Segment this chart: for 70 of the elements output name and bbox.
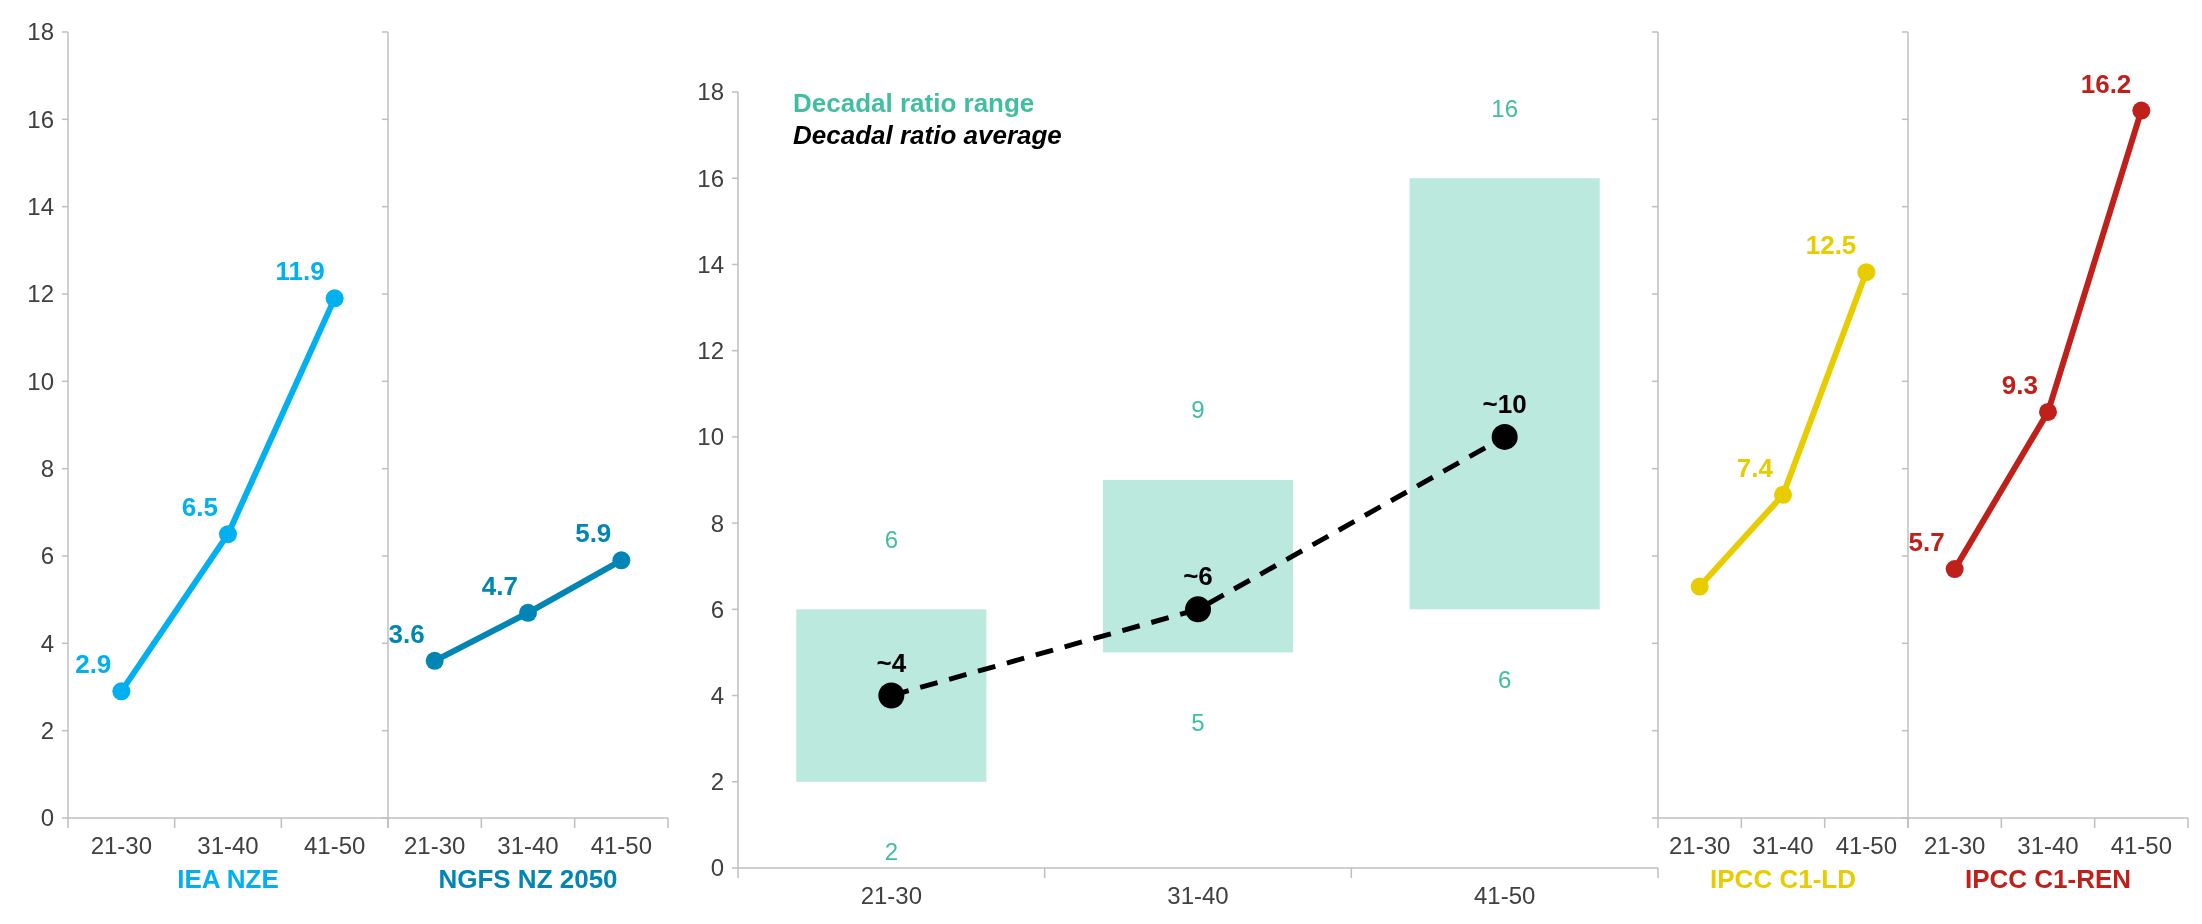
y-tick-label: 14 [697,250,724,278]
data-label: 3.6 [388,618,425,649]
y-tick-label: 14 [27,193,54,221]
y-tick-label: 8 [710,509,724,537]
data-label: 5.9 [575,518,612,549]
x-tick-label: 21-30 [403,832,466,859]
point [219,525,237,544]
y-tick-label: 2 [710,768,724,796]
data-label: 7.4 [1736,452,1774,483]
y-tick-label: 18 [27,18,54,46]
data-label: ~4 [876,647,907,678]
data-label: 5.7 [1908,527,1945,558]
point [325,289,344,308]
x-tick-label: 41-50 [1835,832,1898,859]
bar [1102,480,1294,653]
x-tick-label: 31-40 [497,832,559,859]
annotation: 6 [1497,665,1512,693]
data-label: 2.9 [75,649,112,680]
x-axis-title: IEA NZE [177,864,279,894]
annotation: 2 [884,838,899,866]
point [112,682,131,701]
y-tick-label: 4 [710,681,724,709]
x-tick-label: 41-50 [590,832,653,859]
x-tick-label: 31-40 [1167,882,1229,909]
data-label: 12.5 [1805,230,1857,261]
x-tick-label: 31-40 [197,832,259,859]
x-tick-label: 41-50 [1473,882,1536,909]
x-tick-label: 21-30 [860,882,923,909]
text: Decadal ratio range [793,88,1035,118]
y-tick-label: 12 [697,337,724,365]
annotation: 9 [1191,396,1205,424]
x-tick-label: 41-50 [303,832,366,859]
y-tick-label: 6 [40,542,54,570]
point [1185,596,1211,623]
data-label: 4.7 [481,570,518,601]
x-tick-label: 31-40 [2017,832,2079,859]
x-axis-title: IPCC C1-REN [1964,864,2132,894]
x-tick-label: 31-40 [1752,832,1814,859]
annotation: 5 [1191,708,1205,736]
point [1491,423,1518,450]
text: Decadal ratio average [793,120,1062,150]
data-label: 11.9 [275,256,325,287]
data-label: 16.2 [2080,68,2132,99]
y-tick-label: 0 [40,804,54,832]
y-tick-label: 12 [27,280,54,308]
y-tick-label: 10 [697,423,724,451]
y-tick-label: 8 [40,455,54,483]
y-tick-label: 6 [710,595,724,623]
x-axis-title: NGFS NZ 2050 [438,864,618,894]
x-tick-label: 21-30 [1668,832,1731,859]
bar [1409,178,1600,610]
y-tick-label: 4 [40,629,54,657]
annotation: 16 [1491,94,1519,122]
bar [796,609,987,782]
data-label: ~10 [1482,388,1527,419]
y-tick-label: 0 [710,854,724,882]
x-tick-label: 41-50 [2110,832,2173,859]
y-tick-label: 10 [27,367,54,395]
y-tick-label: 16 [697,164,724,192]
data-label: 9.3 [2001,369,2038,400]
x-tick-label: 21-30 [1923,832,1986,859]
data-label: 6.5 [181,492,218,523]
data-label: ~6 [1183,561,1213,592]
point [878,682,905,709]
x-tick-label: 21-30 [90,832,153,859]
x-axis-title: IPCC C1-LD [1710,864,1856,894]
y-tick-label: 2 [40,717,54,745]
annotation: 6 [884,525,899,553]
y-tick-label: 18 [697,78,724,106]
y-tick-label: 16 [27,105,54,133]
